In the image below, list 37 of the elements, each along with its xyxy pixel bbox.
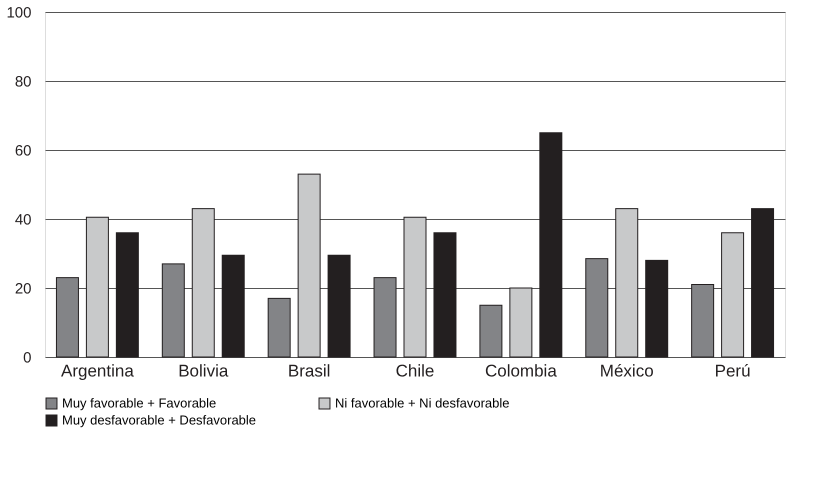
- bar: [56, 277, 79, 358]
- bar: [404, 216, 426, 358]
- x-tick-label: Colombia: [484, 362, 558, 380]
- bar: [328, 254, 351, 358]
- bar: [479, 304, 502, 358]
- bar: [585, 258, 608, 358]
- y-tick-label: 20: [14, 280, 32, 298]
- bar: [751, 208, 774, 358]
- y-tick-label: 100: [6, 4, 32, 22]
- bar: [116, 232, 139, 358]
- bar: [268, 298, 291, 358]
- bar: [162, 263, 185, 358]
- legend-label: Muy desfavorable + Desfavorable: [62, 412, 256, 428]
- y-tick-label: 80: [14, 74, 32, 90]
- bar: [645, 260, 668, 358]
- x-tick-label: Argentina: [61, 362, 134, 380]
- x-tick-label: Chile: [396, 362, 434, 380]
- bar: [298, 174, 321, 358]
- bar: [86, 216, 109, 358]
- y-tick-label: 0: [23, 350, 32, 366]
- x-tick-label: Brasil: [288, 362, 330, 380]
- x-tick-label: México: [600, 362, 654, 380]
- bar: [615, 208, 638, 358]
- bar: [433, 232, 456, 358]
- y-tick-label: 60: [14, 142, 32, 160]
- bar: [192, 208, 215, 358]
- bar: [509, 288, 532, 358]
- legend-label: Ni favorable + Ni desfavorable: [335, 396, 510, 411]
- bar: [691, 284, 714, 358]
- bar: [222, 254, 245, 358]
- bar: [539, 132, 562, 358]
- bar: [374, 277, 397, 358]
- legend-label: Muy favorable + Favorable: [62, 396, 216, 411]
- x-tick-label: Bolivia: [178, 362, 229, 380]
- x-tick-label: Perú: [714, 362, 751, 380]
- y-tick-label: 40: [14, 212, 32, 228]
- bar: [721, 232, 744, 358]
